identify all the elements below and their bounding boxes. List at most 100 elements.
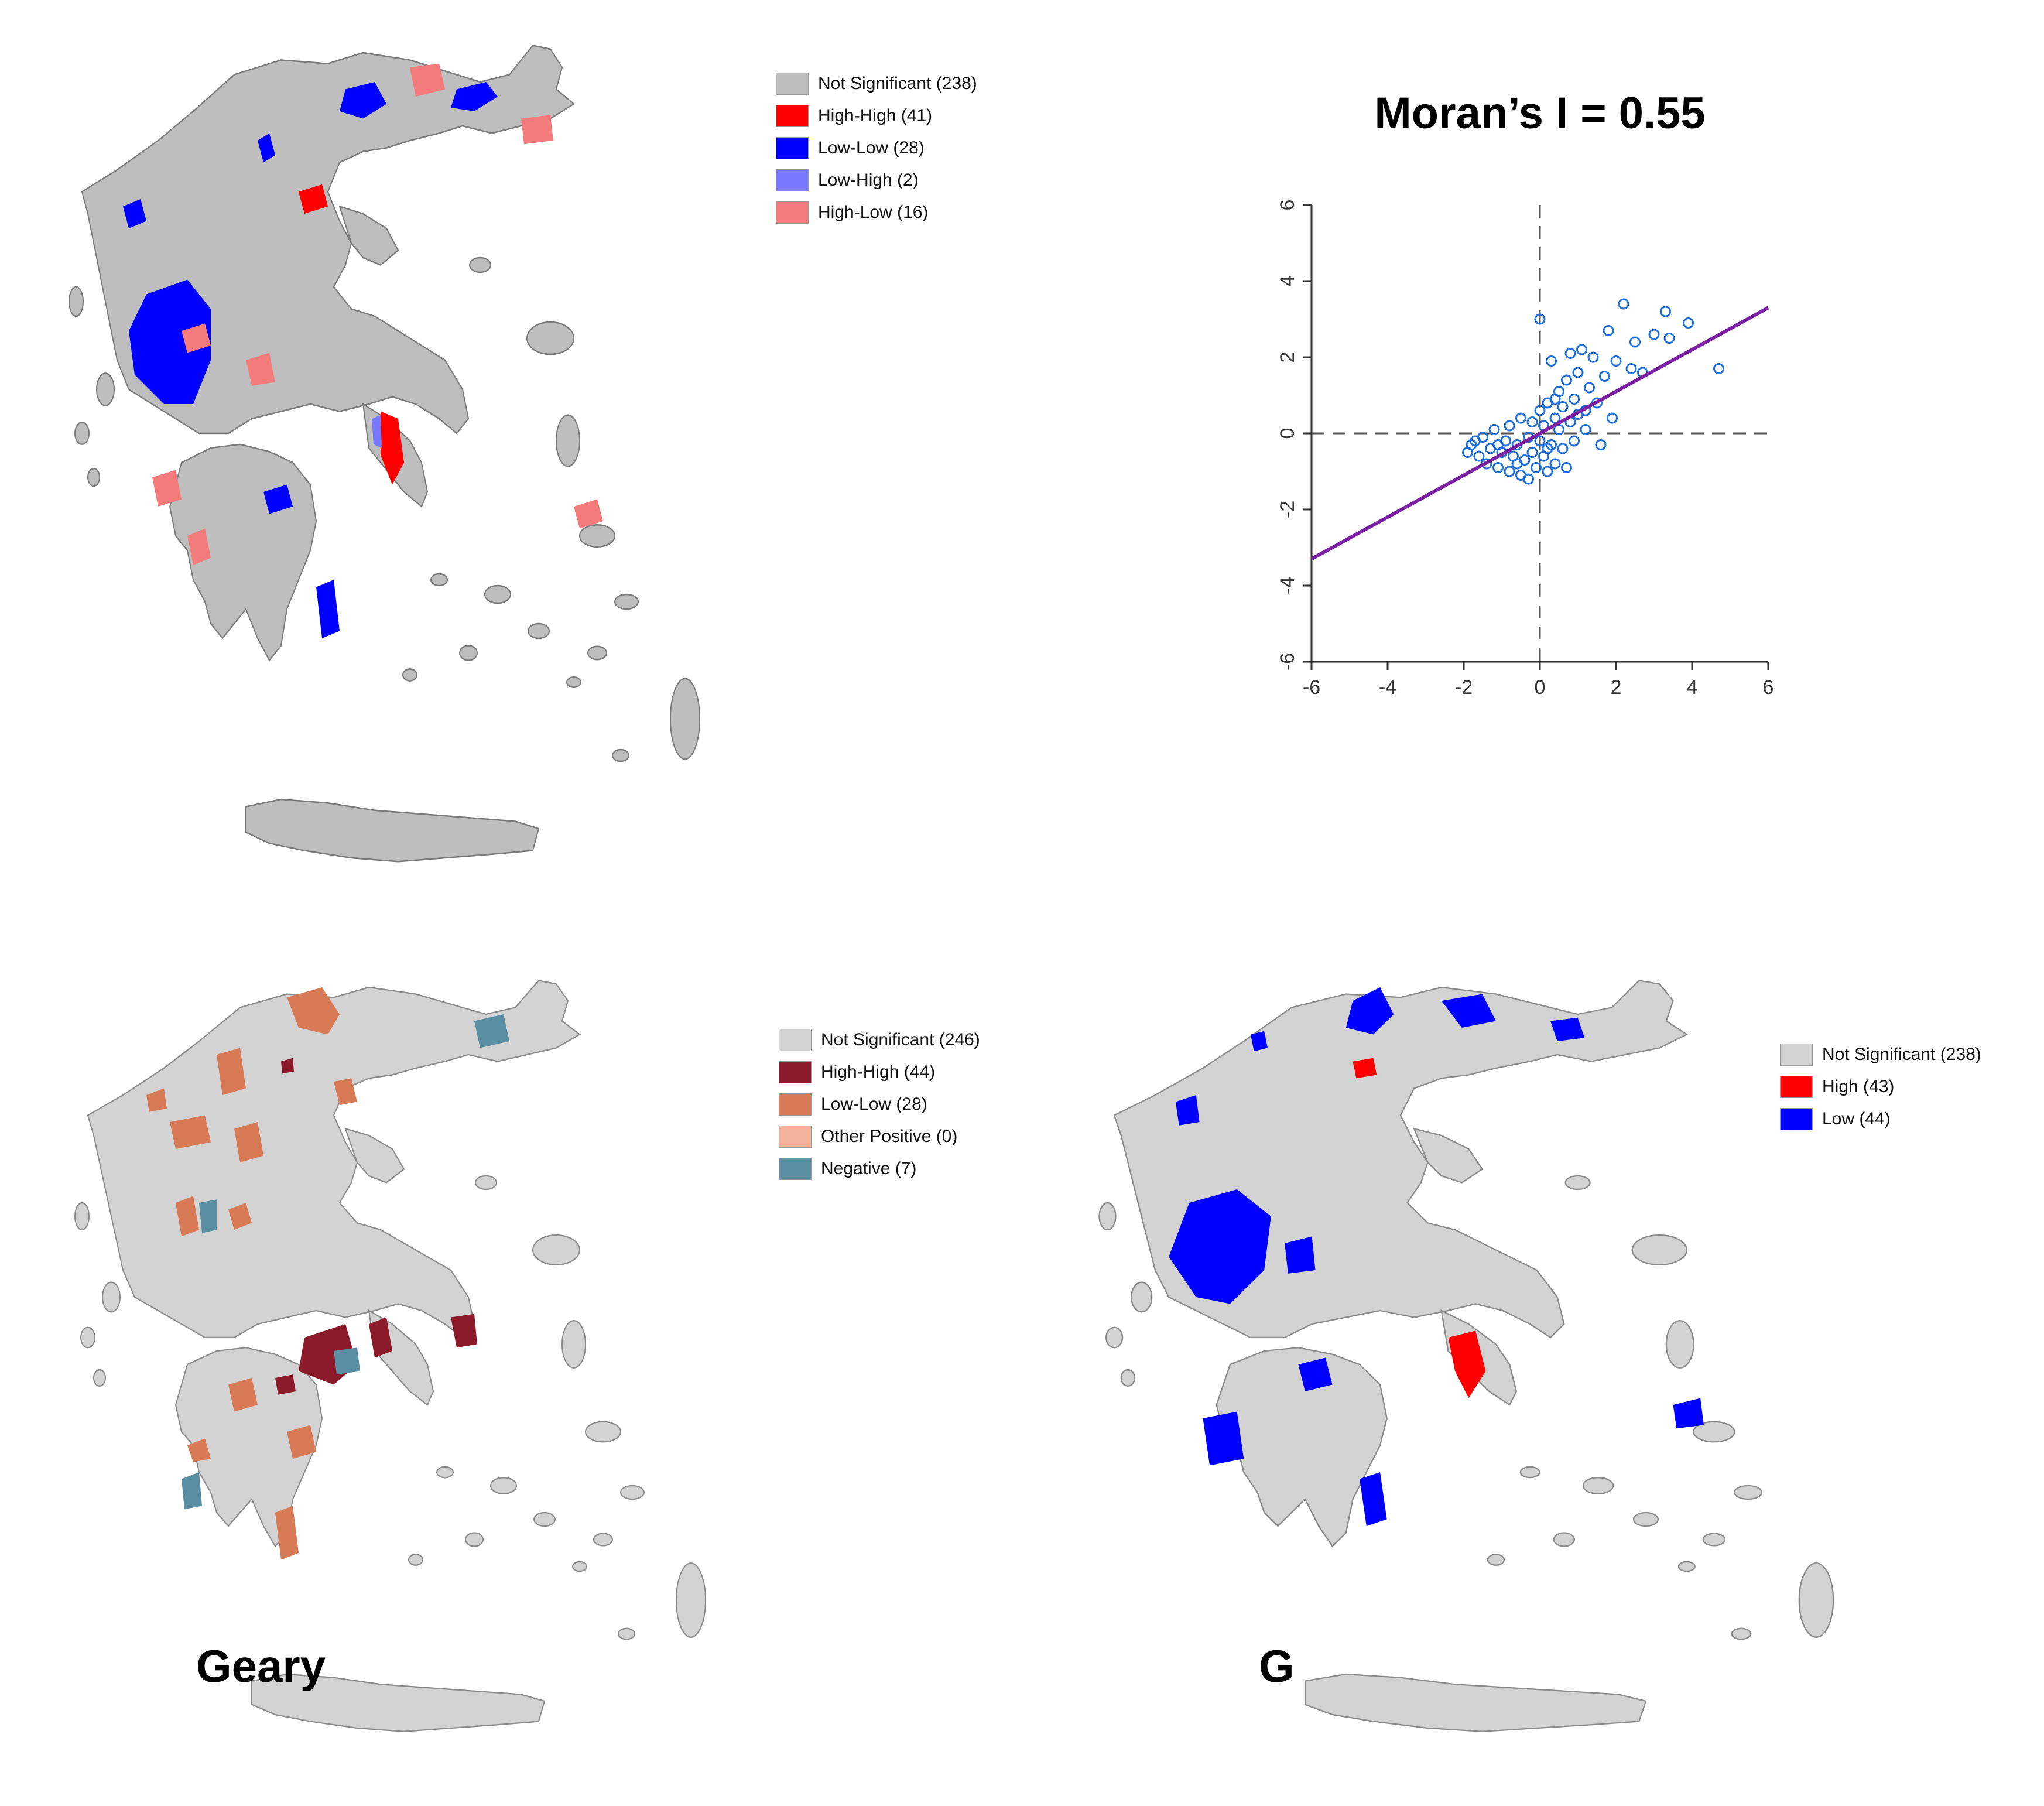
geary-map [41,960,755,1769]
high-low-region [410,63,445,97]
high-low-region [152,470,182,507]
geary-legend: Not Significant (246) High-High (44) Low… [779,1024,980,1185]
x-tick-label: -2 [1455,676,1473,699]
g-map-svg [1098,980,1834,1732]
low-region [1550,1017,1585,1041]
low-region [1175,1095,1200,1126]
legend-label: Negative (7) [821,1158,917,1178]
data-point [1557,401,1569,412]
low-low-region [451,82,498,111]
legend-swatch [1780,1075,1813,1098]
data-point [1523,473,1534,485]
g-label: G [1259,1640,1295,1692]
legend-swatch [779,1028,812,1051]
low-low-region [287,1425,316,1459]
data-point [1564,348,1576,359]
legend-label: Low (44) [1822,1109,1891,1128]
low-low-region [146,1088,167,1112]
low-high-region [372,415,382,448]
low-region [1203,1411,1244,1466]
data-point [1561,374,1572,386]
y-tick-label: 0 [1276,428,1299,439]
data-point [1625,363,1637,374]
low-region [1360,1472,1387,1526]
legend-swatch [1780,1107,1813,1130]
data-point [1534,435,1546,447]
low-low-region [258,133,275,163]
data-point [1587,351,1599,363]
low-region [1345,987,1394,1035]
high-low-region [182,323,211,353]
low-low-region [176,1196,199,1237]
legend-label: High-High (44) [821,1062,936,1082]
y-tick-label: 4 [1276,276,1299,287]
data-point [1492,462,1504,473]
low-low-region [170,1115,211,1149]
data-point [1595,439,1607,450]
low-low-region [187,1438,211,1462]
legend-swatch [776,104,809,127]
legend-swatch [776,169,809,191]
data-point [1488,424,1500,435]
data-point [1629,336,1641,348]
data-point [1526,447,1538,458]
data-point [1534,405,1546,416]
legend-swatch [776,72,809,95]
data-point [1569,394,1580,405]
legend-label: High (43) [1822,1076,1895,1096]
legend-item: Not Significant (238) [776,67,977,100]
x-tick-label: 4 [1687,676,1698,699]
legend-item: High (43) [1780,1070,1981,1103]
legend-label: Low-Low (28) [821,1094,927,1114]
data-point [1549,394,1561,405]
low-low-region [234,1122,263,1162]
y-tick-label: 2 [1276,352,1299,363]
lisa-legend: Not Significant (238) High-High (41) Low… [776,67,977,228]
low-low-region [228,1203,252,1230]
legend-label: Other Positive (0) [821,1126,958,1146]
low-low-region [340,82,386,119]
data-point [1557,443,1569,454]
legend-label: Low-Low (28) [818,138,925,158]
data-point [1618,298,1629,310]
low-low-region [334,1078,357,1106]
geary-low-low-regions [146,987,357,1560]
data-point [1713,363,1724,374]
legend-label: High-Low (16) [818,202,929,222]
x-tick-label: 6 [1763,676,1774,699]
data-point [1511,458,1523,470]
legend-item: Low-Low (28) [776,132,977,164]
data-point [1576,344,1587,355]
x-tick-label: -6 [1303,676,1320,699]
data-point [1504,466,1515,477]
g-legend: Not Significant (238) High (43) Low (44) [1780,1038,1981,1135]
legend-swatch [779,1125,812,1148]
high-low-region [246,353,275,386]
legend-item: High-High (44) [779,1056,980,1088]
data-point [1607,412,1618,424]
data-point [1462,447,1473,458]
lisa-map-svg [68,45,701,863]
legend-label: Low-High (2) [818,170,919,190]
high-high-region [451,1314,477,1348]
geary-map-svg [74,980,707,1732]
high-low-region [574,499,603,529]
high-low-region [187,528,211,565]
negative-region [199,1199,217,1233]
data-point [1492,439,1504,450]
legend-item: Other Positive (0) [779,1120,980,1152]
y-tick-label: -2 [1276,501,1299,518]
moran-title: Moran’s I = 0.55 [1374,88,1706,138]
data-point [1569,435,1580,447]
low-low-region [129,279,211,404]
legend-swatch [1780,1043,1813,1066]
y-tick-label: -4 [1276,577,1299,594]
legend-item: Negative (7) [779,1152,980,1185]
regression-line [1310,306,1769,561]
legend-swatch [779,1157,812,1180]
low-low-region [123,199,146,228]
low-region [1298,1357,1333,1391]
y-tick-label: 6 [1276,200,1299,211]
high-high-region [369,1317,392,1358]
g-map [1060,960,1891,1769]
